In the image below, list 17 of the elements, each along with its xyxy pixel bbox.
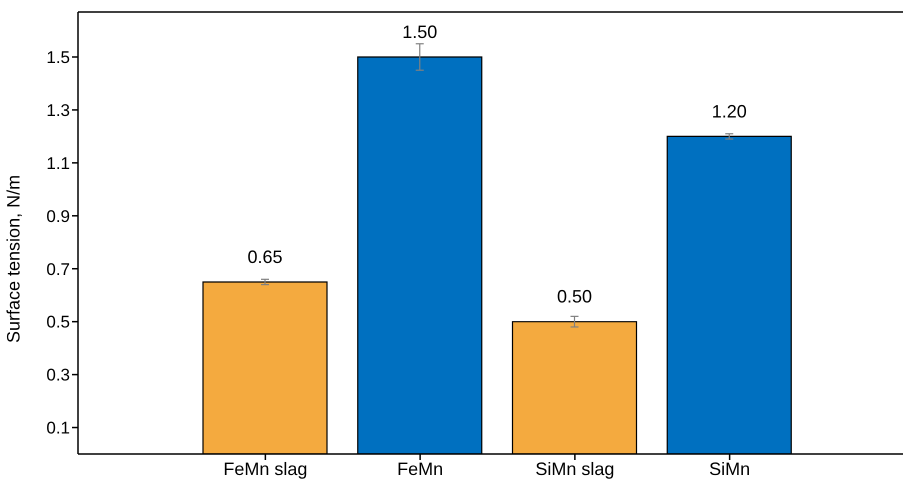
y-tick-label: 0.7 (46, 260, 70, 279)
y-tick-label: 0.9 (46, 206, 70, 226)
y-axis-title: Surface tension, N/m (3, 174, 24, 343)
data-label: 0.50 (556, 286, 592, 307)
x-tick-label: SiMn slag (535, 458, 614, 479)
x-tick-label: FeMn (397, 458, 444, 479)
y-tick-label: 0.3 (46, 366, 70, 385)
y-tick-label: 1.3 (46, 100, 70, 120)
y-tick-label: 0.5 (46, 312, 70, 332)
y-tick-label: 0.1 (46, 418, 70, 438)
x-tick-label: FeMn slag (223, 458, 308, 479)
y-tick-label: 1.5 (46, 48, 70, 68)
data-label: 1.20 (712, 101, 747, 122)
y-tick-label: 1.1 (46, 154, 70, 173)
data-label: 0.65 (247, 246, 283, 267)
x-tick-label: SiMn (709, 458, 750, 479)
data-label: 1.50 (402, 22, 438, 42)
